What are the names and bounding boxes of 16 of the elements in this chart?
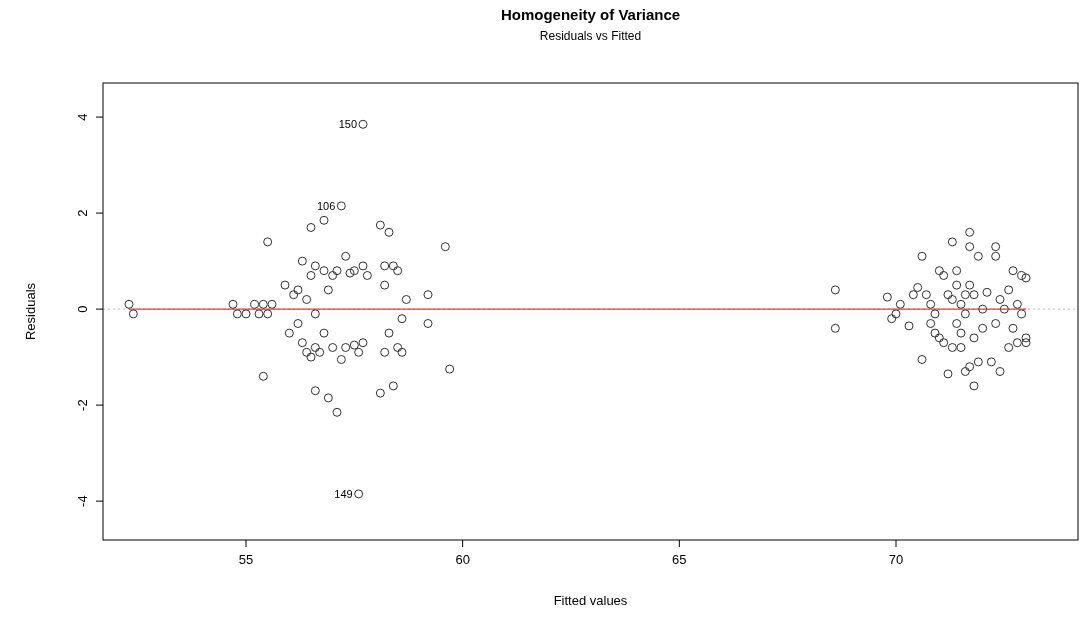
chart-title: Homogeneity of Variance: [500, 6, 681, 23]
y-tick-label: -4: [75, 495, 90, 507]
y-tick-label: 4: [75, 113, 90, 121]
x-axis-title: Fitted values: [553, 593, 628, 608]
x-tick-label: 70: [888, 552, 904, 567]
x-tick-label: 55: [238, 552, 254, 567]
y-tick-label: 0: [75, 305, 90, 313]
annotation: 106: [316, 199, 336, 212]
x-tick-label: 65: [672, 552, 687, 567]
annotation: 150: [338, 118, 357, 131]
y-axis-title: Residuals: [23, 282, 38, 341]
chart-subtitle: Residuals vs Fitted: [539, 29, 642, 43]
annotation: 149: [334, 487, 353, 500]
y-tick-label: -2: [75, 399, 90, 411]
y-tick-label: 2: [75, 209, 90, 217]
x-tick-label: 60: [455, 552, 470, 567]
